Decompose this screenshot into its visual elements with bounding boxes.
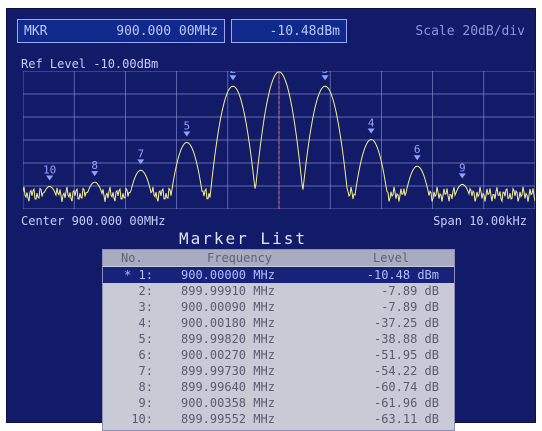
marker-layer: 12345678910 [43, 71, 466, 209]
marker-number: 8: [138, 380, 153, 394]
marker-4-icon [367, 128, 375, 134]
table-row[interactable]: 8: 899.99640 MHz -60.74 dB [103, 379, 454, 395]
marker-level: -63.11 dB [373, 412, 439, 426]
marker-list-table[interactable]: No. Frequency Level * 1: 900.00000 MHz -10… [102, 249, 455, 431]
marker-level: -10.48 dBm [366, 268, 439, 282]
ref-level-label: Ref Level -10.00dBm [21, 57, 159, 71]
marker-level: -61.96 dB [373, 396, 439, 410]
center-frequency-label: Center 900.000 00MHz [21, 214, 166, 228]
table-row[interactable]: 3: 900.00090 MHz -7.89 dB [103, 299, 454, 315]
marker-level: -60.74 dB [373, 380, 439, 394]
marker-6-label: 6 [414, 143, 421, 156]
marker-level-readout: -10.48dBm [231, 19, 347, 43]
marker-frequency: 899.99910 MHz [181, 284, 275, 298]
table-row[interactable]: 9: 900.00358 MHz -61.96 dB [103, 395, 454, 411]
marker-4-label: 4 [368, 117, 375, 130]
marker-8-icon [91, 171, 99, 177]
marker-number: * 1: [124, 268, 153, 282]
marker-level: -51.95 dB [373, 348, 439, 362]
marker-frequency: 900.00358 MHz [181, 396, 275, 410]
table-row[interactable]: 2: 899.99910 MHz -7.89 dB [103, 283, 454, 299]
marker-level: -38.88 dB [373, 332, 439, 346]
marker-number: 2: [138, 284, 153, 298]
table-row[interactable]: 6: 900.00270 MHz -51.95 dB [103, 347, 454, 363]
marker-number: 4: [138, 316, 153, 330]
table-row[interactable]: 4: 900.00180 MHz -37.25 dB [103, 315, 454, 331]
marker-10-icon [46, 175, 54, 181]
marker-9-icon [458, 173, 466, 179]
table-row[interactable]: 7: 899.99730 MHz -54.22 dB [103, 363, 454, 379]
col-level-header: Level [373, 251, 410, 265]
marker-frequency: 900.00180 MHz [181, 316, 275, 330]
marker-frequency: 900.00090 MHz [181, 300, 275, 314]
marker-level: -37.25 dB [373, 316, 439, 330]
marker-number: 9: [138, 396, 153, 410]
marker-7-label: 7 [137, 147, 144, 160]
marker-frequency: 899.99552 MHz [181, 412, 275, 426]
marker-5-icon [183, 131, 191, 137]
mkr-label: MKR [24, 23, 48, 39]
table-row[interactable]: 5: 899.99820 MHz -38.88 dB [103, 331, 454, 347]
analyzer-screen: MKR 900.000 00MHz -10.48dBm Scale 20dB/d… [6, 8, 536, 431]
marker-3-icon [321, 75, 329, 81]
marker-readout: MKR 900.000 00MHz [17, 19, 225, 43]
marker-list-header: No. Frequency Level [103, 250, 454, 266]
marker-level: -7.89 dB [381, 284, 439, 298]
span-label: Span 10.00kHz [433, 214, 527, 228]
marker-number: 5: [138, 332, 153, 346]
scale-readout: Scale 20dB/div [415, 24, 525, 39]
col-no-header: No. [121, 251, 143, 265]
marker-frequency: 899.99820 MHz [181, 332, 275, 346]
marker-2-icon [229, 75, 237, 81]
mkr-level: -10.48dBm [269, 23, 340, 39]
marker-frequency: 900.00270 MHz [181, 348, 275, 362]
marker-3-label: 3 [322, 71, 329, 76]
marker-8-label: 8 [91, 159, 98, 172]
marker-frequency: 900.00000 MHz [181, 268, 275, 282]
mkr-frequency: 900.000 00MHz [116, 23, 218, 39]
marker-frequency: 899.99640 MHz [181, 380, 275, 394]
marker-6-icon [413, 155, 421, 161]
marker-2-label: 2 [230, 71, 237, 76]
marker-5-label: 5 [184, 119, 191, 132]
table-row[interactable]: 10: 899.99552 MHz -63.11 dB [103, 411, 454, 427]
col-frequency-header: Frequency [207, 251, 273, 265]
marker-number: 3: [138, 300, 153, 314]
marker-list-title: Marker List [179, 229, 307, 248]
marker-number: 6: [138, 348, 153, 362]
marker-level: -54.22 dB [373, 364, 439, 378]
marker-number: 7: [138, 364, 153, 378]
marker-7-icon [137, 159, 145, 165]
spectrum-plot[interactable]: 12345678910 [23, 71, 535, 209]
table-row[interactable]: * 1: 900.00000 MHz -10.48 dBm [103, 267, 454, 283]
marker-10-label: 10 [43, 163, 56, 176]
marker-9-label: 9 [459, 161, 466, 174]
marker-level: -7.89 dB [381, 300, 439, 314]
marker-number: 10: [131, 412, 153, 426]
marker-frequency: 899.99730 MHz [181, 364, 275, 378]
